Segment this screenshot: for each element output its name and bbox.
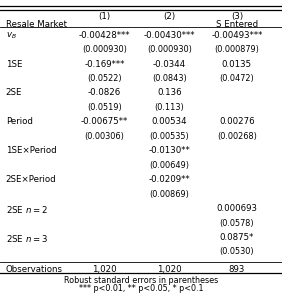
Text: 0.136: 0.136	[157, 89, 182, 97]
Text: 2SE×Period: 2SE×Period	[6, 175, 56, 184]
Text: (0.00268): (0.00268)	[217, 132, 257, 141]
Text: (0.0519): (0.0519)	[87, 103, 122, 112]
Text: (0.00649): (0.00649)	[149, 161, 189, 170]
Text: 1SE×Period: 1SE×Period	[6, 146, 56, 155]
Text: 0.0875*: 0.0875*	[220, 233, 254, 242]
Text: (0.00535): (0.00535)	[149, 132, 189, 141]
Text: 2SE $n{=}2$: 2SE $n{=}2$	[6, 204, 47, 215]
Text: -0.169***: -0.169***	[84, 59, 125, 69]
Text: 2SE $n{=}3$: 2SE $n{=}3$	[6, 233, 48, 244]
Text: Period: Period	[6, 117, 32, 126]
Text: -0.0344: -0.0344	[153, 59, 186, 69]
Text: 0.00276: 0.00276	[219, 117, 255, 126]
Text: (1): (1)	[98, 12, 110, 21]
Text: (3): (3)	[231, 12, 243, 21]
Text: (0.00306): (0.00306)	[84, 132, 124, 141]
Text: (0.0530): (0.0530)	[220, 247, 254, 257]
Text: Robust standard errors in parentheses: Robust standard errors in parentheses	[64, 276, 218, 285]
Text: (0.113): (0.113)	[154, 103, 184, 112]
Text: *** p<0.01, ** p<0.05, * p<0.1: *** p<0.01, ** p<0.05, * p<0.1	[79, 284, 203, 293]
Text: 0.00534: 0.00534	[151, 117, 187, 126]
Text: (0.0472): (0.0472)	[219, 74, 254, 83]
Text: 0.0135: 0.0135	[222, 59, 252, 69]
Text: -0.0826: -0.0826	[88, 89, 121, 97]
Text: S Entered: S Entered	[216, 20, 258, 29]
Text: 1,020: 1,020	[157, 265, 182, 274]
Text: -0.00493***: -0.00493***	[211, 31, 263, 40]
Text: 0.000693: 0.000693	[216, 204, 257, 213]
Text: (0.0578): (0.0578)	[220, 219, 254, 228]
Text: -0.0209**: -0.0209**	[148, 175, 190, 184]
Text: 893: 893	[229, 265, 245, 274]
Text: (0.0843): (0.0843)	[152, 74, 187, 83]
Text: 1,020: 1,020	[92, 265, 117, 274]
Text: $v_B$: $v_B$	[6, 31, 16, 41]
Text: Resale Market: Resale Market	[6, 20, 67, 29]
Text: (0.000930): (0.000930)	[147, 45, 192, 54]
Text: Observations: Observations	[6, 265, 63, 274]
Text: (0.0522): (0.0522)	[87, 74, 122, 83]
Text: 1SE: 1SE	[6, 59, 22, 69]
Text: (0.000879): (0.000879)	[214, 45, 259, 54]
Text: (0.000930): (0.000930)	[82, 45, 127, 54]
Text: -0.00675**: -0.00675**	[81, 117, 128, 126]
Text: -0.00430***: -0.00430***	[144, 31, 195, 40]
Text: (2): (2)	[163, 12, 175, 21]
Text: 2SE: 2SE	[6, 89, 22, 97]
Text: -0.00428***: -0.00428***	[79, 31, 130, 40]
Text: -0.0130**: -0.0130**	[148, 146, 190, 155]
Text: (0.00869): (0.00869)	[149, 190, 189, 199]
